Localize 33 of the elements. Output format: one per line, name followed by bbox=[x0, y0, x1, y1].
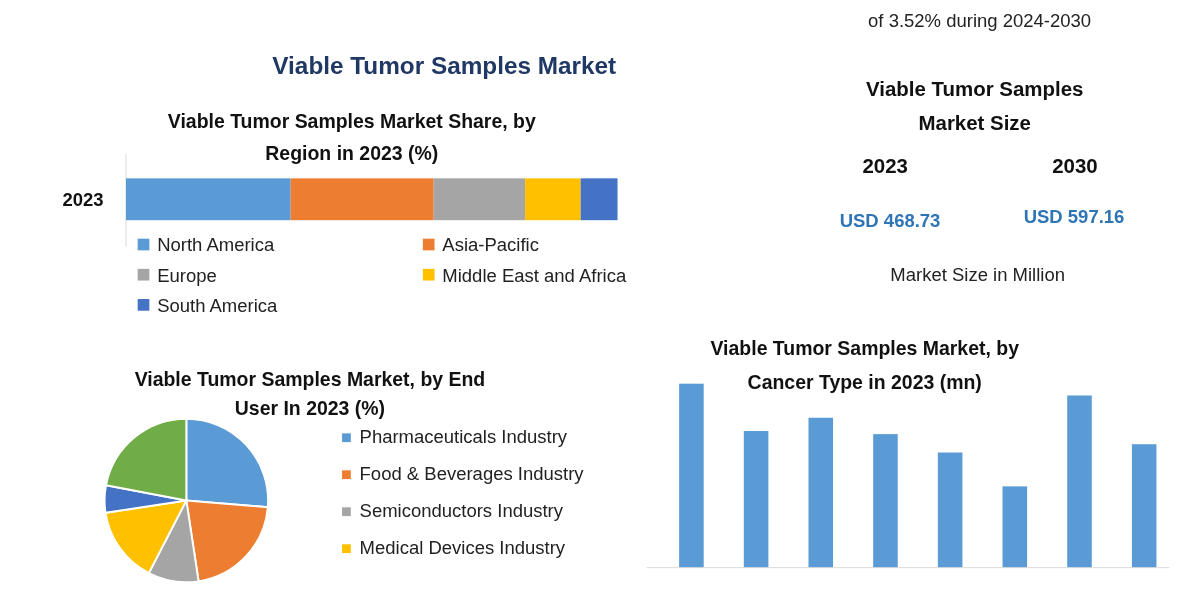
text: 2023 bbox=[862, 154, 908, 178]
bar bbox=[1067, 395, 1092, 568]
legend-label: South America bbox=[157, 294, 279, 316]
bar bbox=[937, 452, 963, 568]
text: Viable Tumor Samples Market Size bbox=[866, 76, 1084, 134]
legend-label: Food & Beverages Industry bbox=[359, 463, 585, 485]
text: 2030 bbox=[1052, 154, 1098, 178]
text: USD 597.16 bbox=[1023, 206, 1125, 228]
text: USD 468.73 bbox=[839, 210, 941, 231]
chart-subtitle: Viable Tumor Samples Market Share, by Region in 2023 (%) bbox=[167, 109, 536, 164]
legend-label: Pharmaceuticals Industry bbox=[359, 426, 568, 448]
legend-label: Asia-Pacific bbox=[442, 234, 539, 256]
bar bbox=[290, 178, 434, 221]
bar bbox=[873, 434, 898, 568]
chart-title: Viable Tumor Samples Market bbox=[272, 52, 617, 80]
legend-label: Medical Devices Industry bbox=[359, 537, 566, 559]
bar bbox=[679, 383, 704, 568]
bar bbox=[743, 430, 769, 568]
chart-title: Viable Tumor Samples Market, by Cancer Type in 2023 (mn) bbox=[710, 337, 1020, 393]
legend-label: North America bbox=[157, 234, 275, 256]
bar bbox=[1131, 444, 1157, 568]
bar bbox=[808, 417, 834, 568]
bar bbox=[1002, 486, 1028, 568]
chart-title: Viable Tumor Samples Market, by End User In 2023 (%) bbox=[134, 367, 486, 419]
text: Market Size in Million bbox=[890, 263, 1065, 285]
bar bbox=[525, 178, 581, 221]
bar bbox=[433, 178, 526, 221]
bar bbox=[125, 178, 291, 221]
legend-label: Middle East and Africa bbox=[442, 264, 627, 286]
text: of 3.52% during 2024-2030 bbox=[868, 10, 1092, 32]
legend-label: Semiconductors Industry bbox=[359, 500, 564, 522]
legend-label: Europe bbox=[157, 264, 217, 286]
bar bbox=[580, 178, 618, 221]
